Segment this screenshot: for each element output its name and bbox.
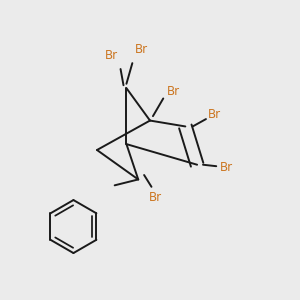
Text: Br: Br	[167, 85, 180, 98]
Text: Br: Br	[149, 190, 163, 204]
Text: Br: Br	[105, 49, 118, 62]
Text: Br: Br	[208, 108, 221, 121]
Text: Br: Br	[135, 44, 148, 56]
Text: Br: Br	[220, 161, 233, 174]
